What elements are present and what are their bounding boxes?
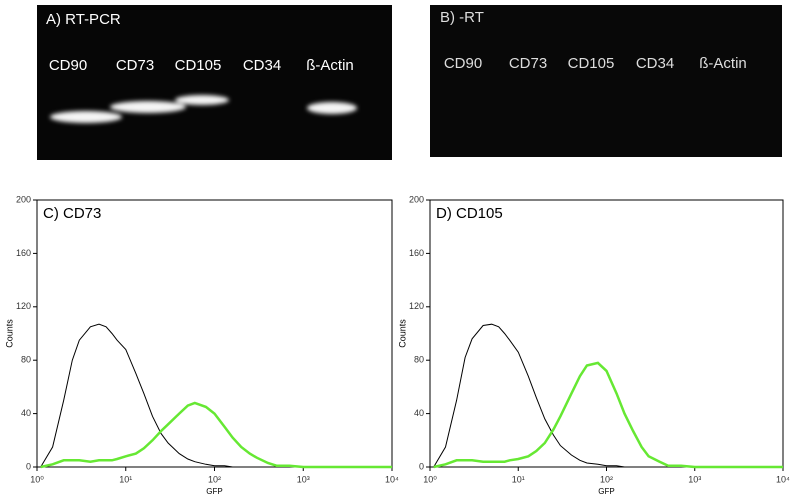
lane-label: CD34 — [636, 55, 674, 72]
x-tick-label: 10¹ — [512, 474, 525, 484]
y-tick-label: 40 — [21, 408, 31, 418]
y-tick-label: 160 — [16, 248, 31, 258]
x-axis-label: GFP — [206, 487, 222, 496]
lane-label: CD105 — [175, 57, 222, 74]
plot-frame — [36, 199, 393, 468]
y-axis-label: Counts — [4, 319, 14, 348]
series-line — [433, 361, 783, 469]
lane-label: CD73 — [509, 55, 547, 72]
x-tick-label: 10¹ — [119, 474, 132, 484]
band — [307, 102, 357, 114]
y-tick-label: 120 — [409, 301, 424, 311]
band — [175, 95, 229, 105]
gel-a — [37, 5, 392, 160]
x-tick-label: 10³ — [297, 474, 310, 484]
x-axis-label: GFP — [598, 487, 614, 496]
x-tick-label: 10⁰ — [30, 474, 44, 484]
x-tick-label: 10² — [600, 474, 613, 484]
band — [50, 111, 122, 123]
series-line — [433, 323, 783, 468]
band — [110, 101, 186, 113]
y-tick-label: 40 — [414, 408, 424, 418]
gel-label: B) -RT — [440, 9, 484, 26]
series-line — [40, 401, 392, 469]
lane-label: ß-Actin — [306, 57, 354, 74]
y-tick-label: 200 — [16, 194, 31, 204]
x-tick-label: 10³ — [688, 474, 701, 484]
y-tick-label: 160 — [409, 248, 424, 258]
y-tick-label: 200 — [409, 194, 424, 204]
x-tick-label: 10⁴ — [385, 474, 399, 484]
bands — [50, 95, 357, 123]
chart-title: C) CD73 — [43, 205, 101, 222]
gel-label: A) RT-PCR — [46, 11, 121, 28]
y-tick-label: 80 — [414, 355, 424, 365]
lane-label: CD90 — [49, 57, 87, 74]
lane-label: CD105 — [568, 55, 615, 72]
y-tick-label: 120 — [16, 301, 31, 311]
lane-label: ß-Actin — [699, 55, 747, 72]
lane-label: CD90 — [444, 55, 482, 72]
x-tick-label: 10⁴ — [776, 474, 790, 484]
lane-label: CD34 — [243, 57, 281, 74]
y-axis-label: Counts — [397, 319, 407, 348]
plot-frame — [429, 199, 784, 468]
lane-label: CD73 — [116, 57, 154, 74]
y-tick-label: 80 — [21, 355, 31, 365]
series-line — [40, 323, 392, 468]
x-tick-label: 10⁰ — [423, 474, 437, 484]
y-tick-label: 0 — [419, 461, 424, 471]
chart-title: D) CD105 — [436, 205, 503, 222]
y-tick-label: 0 — [26, 461, 31, 471]
x-tick-label: 10² — [208, 474, 221, 484]
gel-b — [430, 5, 782, 157]
